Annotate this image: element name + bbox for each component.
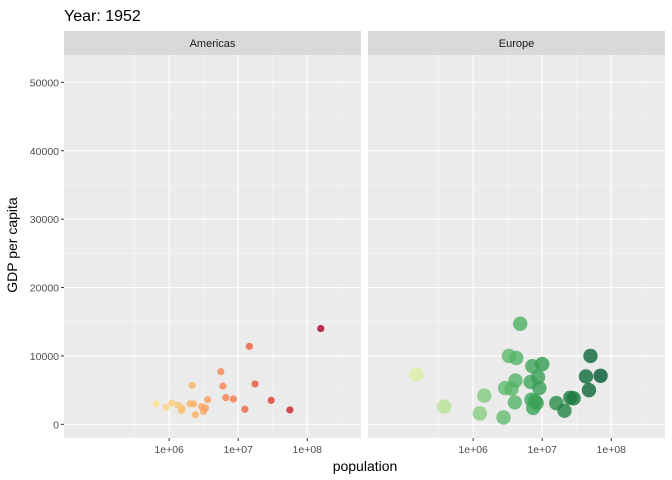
panel-background <box>64 55 361 438</box>
data-point-europe-19 <box>532 380 547 396</box>
data-point-europe-1 <box>436 399 452 414</box>
data-point-americas-14 <box>217 368 225 376</box>
x-tick-label: 1e+07 <box>527 444 557 456</box>
data-point-europe-25 <box>578 369 594 384</box>
data-point-europe-20 <box>535 356 550 372</box>
facet-panel-europe: Europe <box>368 31 665 438</box>
data-point-europe-4 <box>496 410 511 425</box>
data-point-americas-19 <box>245 342 253 350</box>
data-point-americas-5 <box>178 404 186 413</box>
facet-strip <box>64 31 361 55</box>
facet-strip <box>368 31 665 55</box>
y-tick-label: 0 <box>53 419 59 431</box>
y-axis: 0 10000 20000 30000 40000 50000 <box>30 77 64 431</box>
x-tick-label: 1e+07 <box>223 444 253 456</box>
y-axis-title: GDP per capita <box>4 197 20 293</box>
data-point-americas-7 <box>188 381 196 389</box>
data-point-europe-26 <box>581 382 597 398</box>
facet-strip-label: Europe <box>499 38 534 50</box>
facet-panel-americas: Americas <box>64 31 361 438</box>
x-tick-label: 1e+08 <box>597 444 627 456</box>
data-point-americas-9 <box>191 411 200 419</box>
x-axis-title: population <box>333 458 398 474</box>
data-point-europe-0 <box>409 367 424 382</box>
data-point-americas-13 <box>203 396 212 404</box>
data-point-americas-23 <box>317 324 325 333</box>
data-point-americas-18 <box>241 405 249 413</box>
y-tick-label: 30000 <box>30 214 59 226</box>
data-point-americas-22 <box>286 406 294 414</box>
data-point-europe-10 <box>508 350 524 366</box>
data-point-americas-2 <box>168 399 176 407</box>
data-point-americas-17 <box>229 395 237 403</box>
data-point-europe-8 <box>507 395 522 410</box>
data-point-europe-28 <box>593 368 608 383</box>
data-point-americas-12 <box>201 404 210 412</box>
data-point-americas-0 <box>152 400 160 408</box>
data-point-europe-2 <box>472 406 488 421</box>
y-tick-label: 20000 <box>30 283 59 295</box>
y-tick-label: 40000 <box>30 146 59 158</box>
data-point-europe-17 <box>529 395 544 411</box>
chart-title: Year: 1952 <box>64 8 141 25</box>
data-point-europe-3 <box>477 388 492 403</box>
x-tick-label: 1e+06 <box>458 444 488 456</box>
data-point-americas-21 <box>267 396 275 404</box>
data-point-americas-1 <box>162 403 170 411</box>
data-point-americas-15 <box>219 382 227 390</box>
x-tick-label: 1e+06 <box>154 444 184 456</box>
data-point-europe-11 <box>513 316 528 331</box>
data-point-europe-22 <box>557 403 572 418</box>
x-axis: 1e+06 1e+07 1e+08 1e+06 1e+07 1e+08 <box>154 438 626 456</box>
data-point-europe-24 <box>566 391 581 406</box>
data-point-americas-20 <box>251 380 259 388</box>
facet-strip-label: Americas <box>190 38 236 50</box>
data-point-europe-27 <box>583 348 598 364</box>
y-tick-label: 50000 <box>30 77 59 89</box>
data-point-americas-16 <box>222 394 230 402</box>
data-point-europe-18 <box>530 369 546 385</box>
data-point-americas-8 <box>189 400 198 408</box>
x-tick-label: 1e+08 <box>293 444 323 456</box>
y-tick-label: 10000 <box>30 351 59 363</box>
data-point-europe-9 <box>508 373 523 388</box>
